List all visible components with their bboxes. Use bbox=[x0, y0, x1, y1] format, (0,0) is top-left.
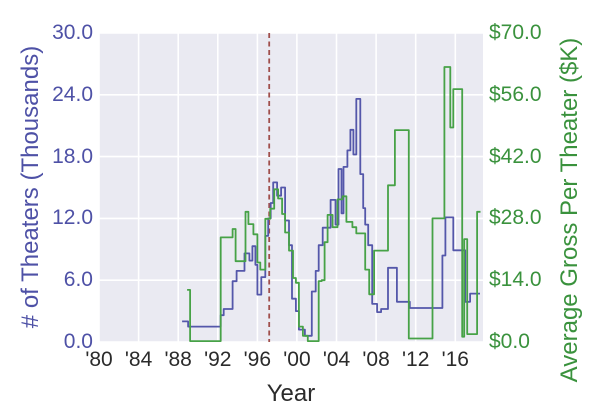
tick-label: $56.0 bbox=[489, 82, 542, 106]
tick-label: 0.0 bbox=[63, 330, 93, 353]
tick-label: $28.0 bbox=[489, 206, 542, 230]
avg-gross-per-theater-k-line bbox=[187, 66, 481, 342]
tick-label: $14.0 bbox=[489, 268, 542, 292]
tick-label: $70.0 bbox=[489, 21, 542, 44]
tick-label: $0.0 bbox=[489, 330, 530, 353]
theaters-thousands-line bbox=[182, 98, 480, 337]
tick-label: '96 bbox=[243, 348, 272, 371]
plot-area bbox=[99, 33, 483, 342]
tick-label: '00 bbox=[283, 348, 311, 371]
tick-label: 30.0 bbox=[52, 21, 93, 44]
tick-label: '16 bbox=[441, 348, 469, 371]
tick-label: 12.0 bbox=[52, 206, 93, 230]
tick-label: '88 bbox=[164, 348, 192, 371]
left-axis-title: # of Theaters (Thousands) bbox=[17, 45, 44, 329]
tick-label: '08 bbox=[362, 348, 390, 371]
tick-label: '92 bbox=[204, 348, 232, 371]
tick-label: '84 bbox=[124, 348, 153, 371]
chart-canvas bbox=[99, 33, 483, 342]
tick-label: $42.0 bbox=[489, 144, 542, 168]
tick-label: 18.0 bbox=[52, 144, 93, 168]
tick-label: 24.0 bbox=[52, 82, 93, 106]
tick-label: '12 bbox=[402, 348, 430, 371]
tick-label: '04 bbox=[322, 348, 351, 371]
tick-label: 6.0 bbox=[63, 268, 93, 292]
right-axis-title: Average Gross Per Theater ($K) bbox=[556, 37, 583, 383]
x-axis-title: Year bbox=[266, 380, 316, 407]
tick-label: '80 bbox=[85, 348, 113, 371]
